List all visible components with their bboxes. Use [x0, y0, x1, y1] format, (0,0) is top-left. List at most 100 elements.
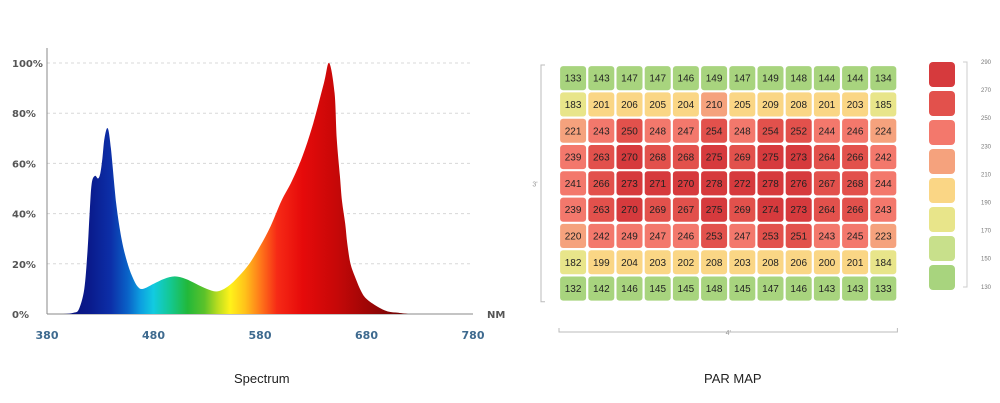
par-cell — [588, 145, 615, 170]
par-cell-value: 270 — [621, 205, 638, 216]
par-cell — [701, 118, 728, 143]
par-cell-value: 223 — [875, 231, 892, 242]
par-cell — [870, 197, 897, 222]
par-cell-value: 245 — [847, 231, 864, 242]
par-cell-value: 266 — [847, 205, 864, 216]
par-cell — [616, 171, 643, 196]
par-cell — [644, 276, 671, 301]
par-cell — [616, 145, 643, 170]
par-cell-value: 241 — [565, 179, 582, 190]
par-cell — [616, 223, 643, 248]
par-cell — [644, 223, 671, 248]
par-cell-value: 263 — [593, 205, 610, 216]
par-cell-value: 242 — [875, 153, 892, 164]
par-cell — [701, 92, 728, 117]
par-height-label: 3' — [532, 181, 537, 188]
par-cell-value: 209 — [762, 100, 779, 111]
par-cell — [757, 223, 784, 248]
par-cell-value: 208 — [762, 258, 779, 269]
par-cell — [785, 223, 812, 248]
par-cell-value: 243 — [593, 126, 610, 137]
par-cell — [560, 92, 587, 117]
par-cell — [842, 171, 869, 196]
par-cell — [616, 197, 643, 222]
par-cell-value: 264 — [819, 205, 836, 216]
par-cell — [729, 171, 756, 196]
par-cell — [757, 66, 784, 91]
par-legend-label: 130 — [981, 285, 992, 291]
par-cell-value: 133 — [565, 74, 582, 85]
par-cell-value: 204 — [621, 258, 638, 269]
par-cell — [785, 197, 812, 222]
spectrum-x-tick-label: 380 — [36, 329, 59, 342]
par-cell — [729, 250, 756, 275]
spectrum-x-tick-label: 780 — [462, 329, 485, 342]
par-cell — [644, 145, 671, 170]
par-cell — [672, 223, 699, 248]
par-cell-value: 201 — [847, 258, 864, 269]
par-cell-value: 221 — [565, 126, 582, 137]
spectrum-y-tick-label: 100% — [12, 59, 43, 70]
par-cell-value: 250 — [621, 126, 638, 137]
par-cell — [729, 66, 756, 91]
par-legend-swatch — [929, 265, 955, 290]
par-cell — [785, 250, 812, 275]
par-cell-value: 144 — [819, 74, 836, 85]
par-legend-label: 230 — [981, 144, 992, 150]
par-cell — [588, 118, 615, 143]
par-legend-label: 210 — [981, 172, 992, 178]
par-cell — [757, 92, 784, 117]
par-cell-value: 246 — [847, 126, 864, 137]
par-cell-value: 267 — [678, 205, 695, 216]
par-cell-value: 145 — [678, 284, 695, 295]
par-cell-value: 248 — [649, 126, 666, 137]
par-cell-value: 254 — [706, 126, 723, 137]
par-map-plot: 3'4' 133 143 147 147 146 149 147 149 148 144 144 13… — [532, 60, 992, 337]
par-cell-value: 267 — [819, 179, 836, 190]
spectrum-chart: 0% 20% 40% 60% 80% 100% 380 480 580 680 780 NM Sp… — [12, 48, 505, 386]
spectrum-plot: 0% 20% 40% 60% 80% 100% 380 480 580 680 780 NM — [12, 48, 505, 342]
par-cell — [813, 250, 840, 275]
par-legend-swatch — [929, 62, 955, 87]
par-cell-value: 251 — [790, 231, 807, 242]
par-cell — [813, 145, 840, 170]
par-cell — [644, 118, 671, 143]
par-cell — [588, 66, 615, 91]
par-cell — [757, 145, 784, 170]
par-cell-value: 270 — [678, 179, 695, 190]
par-cell-value: 278 — [706, 179, 723, 190]
spectrum-x-tick-label: 680 — [355, 329, 378, 342]
par-cell-value: 201 — [819, 100, 836, 111]
par-cell — [701, 197, 728, 222]
par-cell-value: 147 — [649, 74, 666, 85]
par-cell-value: 203 — [649, 258, 666, 269]
par-cell — [870, 276, 897, 301]
par-cell — [729, 223, 756, 248]
par-legend-label: 270 — [981, 88, 992, 94]
par-cell — [672, 276, 699, 301]
par-cell-value: 269 — [649, 205, 666, 216]
par-cell — [785, 92, 812, 117]
par-cell — [701, 171, 728, 196]
par-cell — [588, 171, 615, 196]
par-cell — [813, 197, 840, 222]
par-cell — [757, 171, 784, 196]
par-cell — [701, 276, 728, 301]
par-cell-value: 133 — [875, 284, 892, 295]
par-cell — [560, 197, 587, 222]
par-cell — [729, 197, 756, 222]
par-cell-value: 206 — [621, 100, 638, 111]
par-legend-swatch — [929, 149, 955, 174]
par-cell — [785, 145, 812, 170]
par-cell — [701, 145, 728, 170]
par-map-grid: 133 143 147 147 146 149 147 149 148 144 144 134 183 2… — [560, 66, 897, 301]
par-cell-value: 253 — [706, 231, 723, 242]
spectrum-x-ticks: 380 480 580 680 780 — [36, 329, 485, 342]
par-cell — [813, 92, 840, 117]
par-cell-value: 269 — [734, 205, 751, 216]
spectrum-series-area — [47, 62, 410, 314]
par-cell — [785, 276, 812, 301]
par-cell — [842, 223, 869, 248]
par-cell — [842, 66, 869, 91]
par-cell-value: 239 — [565, 205, 582, 216]
